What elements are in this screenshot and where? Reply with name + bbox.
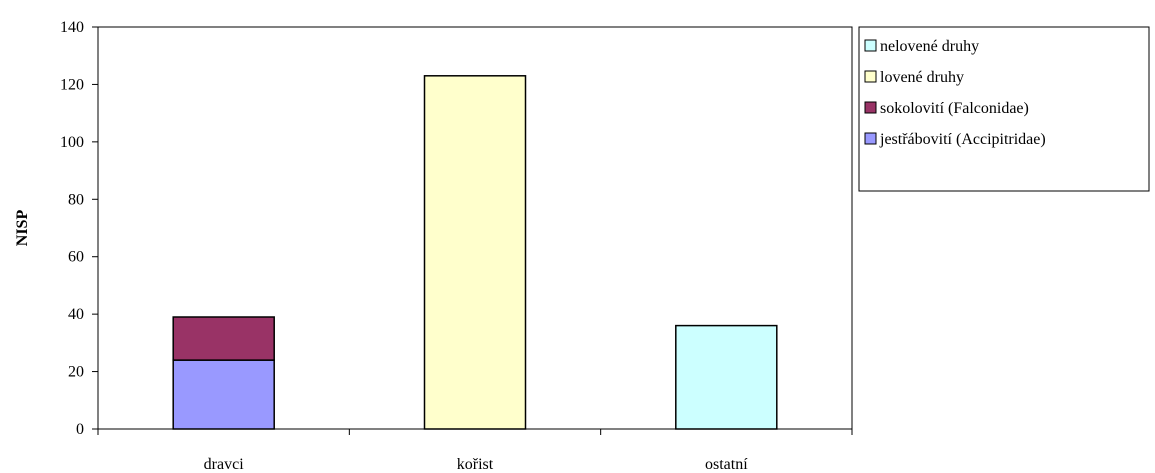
legend-label-2: sokolovití (Falconidae) xyxy=(880,100,1029,117)
y-axis-title: NISP xyxy=(14,210,31,247)
bar-dravci-series-1 xyxy=(172,316,275,361)
legend-swatch-1 xyxy=(864,70,877,83)
legend-label-0: nelovené druhy xyxy=(880,38,979,55)
axes-layer: 0 20 40 60 80 100 120 140 dravci kořist ostatní xyxy=(60,19,853,473)
plot-area-frame xyxy=(97,26,853,430)
legend-swatch-3 xyxy=(864,132,877,145)
y-tick-label-60: 60 xyxy=(68,249,84,266)
y-tick-label-0: 0 xyxy=(76,421,84,438)
legend: nelovené druhy lovené druhy sokolovití (Fa… xyxy=(858,26,1150,192)
bars-layer xyxy=(172,75,778,430)
y-tick-label-20: 20 xyxy=(68,364,84,381)
legend-frame xyxy=(858,26,1150,192)
x-category-label-1: kořist xyxy=(457,456,494,473)
bar-kořist-series-2 xyxy=(423,75,527,430)
y-tick-label-140: 140 xyxy=(60,19,84,36)
legend-label-1: lovené druhy xyxy=(880,69,964,86)
legend-swatch-0 xyxy=(864,39,877,52)
y-tick-label-40: 40 xyxy=(68,306,84,323)
x-category-label-2: ostatní xyxy=(705,456,748,473)
x-category-label-0: dravci xyxy=(204,456,245,473)
legend-label-3: jestřábovití (Accipitridae) xyxy=(879,131,1046,148)
bar-ostatní-series-3 xyxy=(675,324,778,430)
legend-swatch-2 xyxy=(864,101,877,114)
bar-dravci-series-0 xyxy=(172,359,275,430)
y-tick-label-120: 120 xyxy=(60,76,84,93)
y-tick-label-100: 100 xyxy=(60,134,84,151)
y-tick-label-80: 80 xyxy=(68,191,84,208)
